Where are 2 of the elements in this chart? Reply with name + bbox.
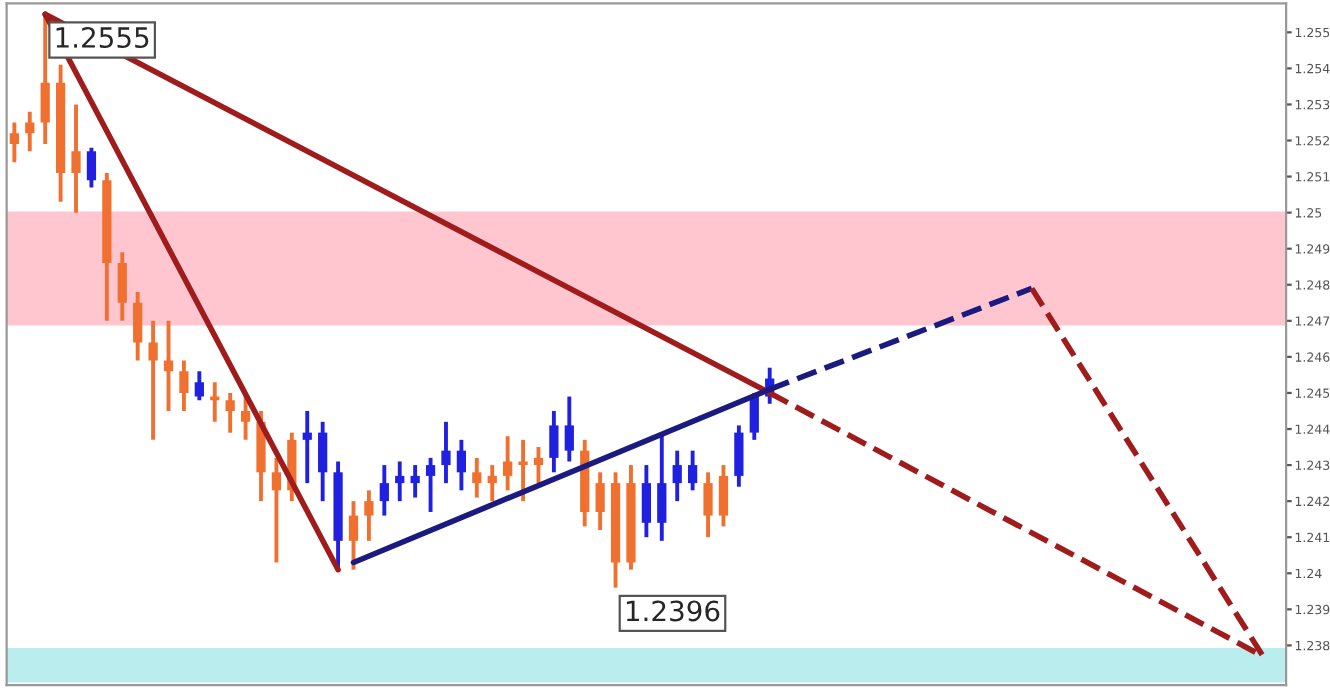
annotation: 1.2396 bbox=[626, 600, 720, 622]
annotation: 1.2555 bbox=[56, 27, 149, 49]
